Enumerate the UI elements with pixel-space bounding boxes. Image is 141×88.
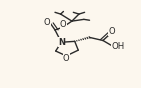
Text: OH: OH — [112, 42, 125, 51]
Text: O: O — [108, 27, 115, 36]
Text: O: O — [63, 54, 70, 63]
Text: O: O — [60, 20, 66, 29]
Text: N: N — [58, 38, 65, 47]
Text: O: O — [44, 18, 50, 27]
